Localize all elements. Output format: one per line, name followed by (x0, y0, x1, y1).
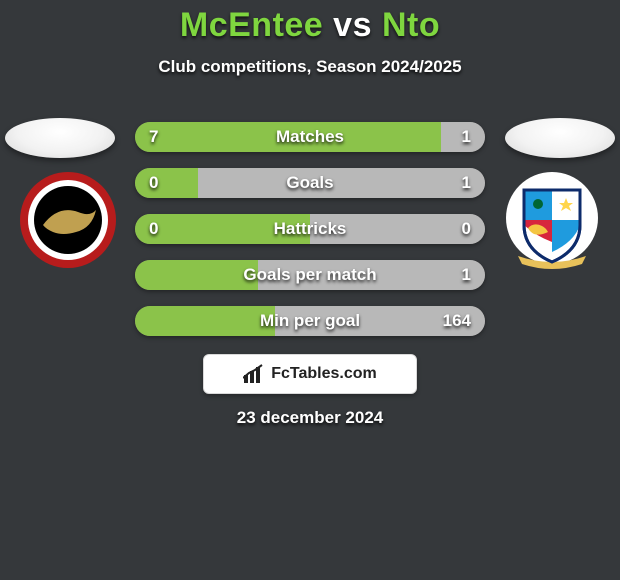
player1-avatar-placeholder (5, 118, 115, 158)
stat-row-hattricks: Hattricks0 0 (135, 214, 485, 244)
bar-value-left: 0 (149, 214, 158, 244)
date: 23 december 2024 (0, 408, 620, 428)
bar-value-right: 0 (462, 214, 471, 244)
bar-value-right: 1 (462, 122, 471, 152)
bar-value-right: 1 (462, 260, 471, 290)
stat-row-min-per-goal: Min per goal164 (135, 306, 485, 336)
title: McEntee vs Nto (0, 0, 620, 45)
stat-row-goals-per-match: Goals per match1 (135, 260, 485, 290)
subtitle: Club competitions, Season 2024/2025 (0, 57, 620, 77)
bar-label: Hattricks (135, 214, 485, 244)
bar-value-right: 1 (462, 168, 471, 198)
stat-bars: Matches71Goals01Hattricks00Goals per mat… (135, 122, 485, 352)
title-player2: Nto (382, 6, 440, 44)
player2-avatar-placeholder (505, 118, 615, 158)
bar-value-left: 0 (149, 168, 158, 198)
bar-value-left: 7 (149, 122, 158, 152)
title-vs: vs (333, 6, 372, 44)
attribution-box: FcTables.com (203, 354, 417, 394)
bar-label: Min per goal (135, 306, 485, 336)
bar-label: Goals per match (135, 260, 485, 290)
attribution-text: FcTables.com (271, 365, 377, 383)
bar-label: Matches (135, 122, 485, 152)
chart-icon (243, 364, 265, 384)
club-crest-right (502, 170, 602, 270)
stat-row-matches: Matches7 1 (135, 122, 485, 152)
stat-row-goals: Goals0 1 (135, 168, 485, 198)
club-crest-left (18, 170, 118, 270)
bar-label: Goals (135, 168, 485, 198)
bar-value-right: 164 (443, 306, 471, 336)
comparison-card: McEntee vs Nto Club competitions, Season… (0, 0, 620, 580)
title-player1: McEntee (180, 6, 323, 44)
